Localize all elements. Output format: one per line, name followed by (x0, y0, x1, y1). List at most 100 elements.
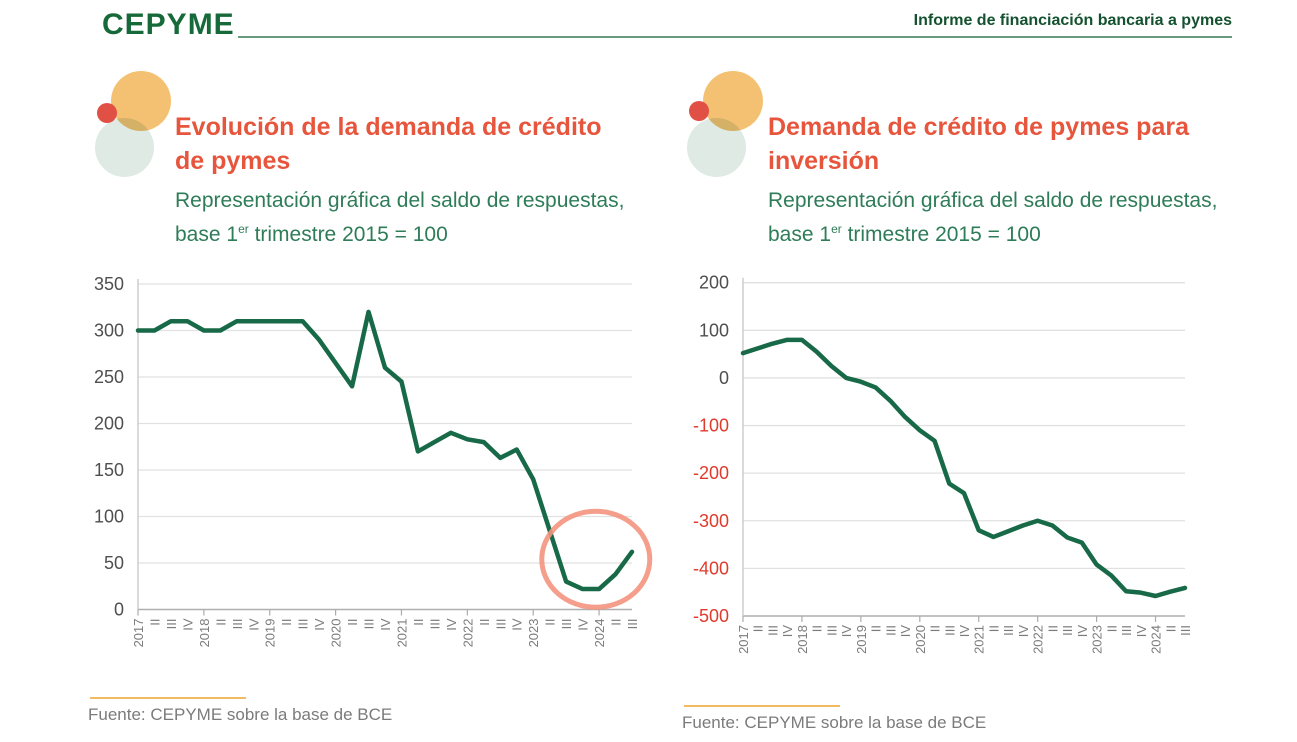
subtitle-superscript: er (238, 222, 249, 236)
svg-text:2018: 2018 (197, 619, 212, 648)
svg-text:150: 150 (94, 460, 124, 480)
svg-text:II: II (1163, 625, 1178, 632)
report-title: Informe de financiación bancaria a pymes (913, 12, 1232, 29)
amber-circle-decoration (111, 71, 171, 131)
svg-text:II: II (751, 625, 766, 632)
svg-text:-400: -400 (693, 558, 729, 578)
svg-text:-300: -300 (693, 511, 729, 531)
amber-circle-decoration (703, 71, 763, 131)
svg-text:II: II (1104, 625, 1119, 632)
red-circle-decoration (689, 101, 709, 121)
svg-text:2021: 2021 (394, 619, 409, 648)
svg-text:2024: 2024 (1149, 625, 1164, 654)
svg-text:2017: 2017 (736, 625, 751, 654)
red-circle-decoration (97, 103, 117, 123)
svg-text:-500: -500 (693, 606, 729, 626)
svg-text:III: III (362, 619, 377, 630)
svg-text:2023: 2023 (1090, 625, 1105, 654)
svg-text:200: 200 (699, 273, 729, 293)
svg-text:2022: 2022 (460, 619, 475, 648)
source-divider (90, 697, 246, 699)
svg-text:III: III (1001, 625, 1016, 636)
svg-text:IV: IV (1016, 625, 1031, 638)
source-divider (684, 705, 840, 707)
svg-text:III: III (296, 619, 311, 630)
svg-text:III: III (942, 625, 957, 636)
svg-text:IV: IV (378, 618, 393, 631)
svg-text:2021: 2021 (972, 625, 987, 654)
svg-text:II: II (986, 625, 1001, 632)
subtitle-superscript: er (831, 222, 842, 236)
svg-text:III: III (164, 619, 179, 630)
panel-subtitle: Representación gráfica del saldo de resp… (175, 187, 650, 249)
svg-text:300: 300 (94, 321, 124, 341)
svg-text:IV: IV (576, 618, 591, 631)
svg-text:II: II (279, 619, 294, 626)
subtitle-text: Representación gráfica del saldo de resp… (768, 189, 1218, 246)
cepyme-logo: CEPYME (102, 8, 235, 41)
svg-text:350: 350 (94, 274, 124, 294)
svg-text:IV: IV (510, 618, 525, 631)
svg-text:III: III (559, 619, 574, 630)
svg-text:II: II (810, 625, 825, 632)
svg-text:0: 0 (719, 368, 729, 388)
svg-text:200: 200 (94, 414, 124, 434)
svg-text:100: 100 (699, 320, 729, 340)
svg-text:II: II (147, 619, 162, 626)
panel-subtitle: Representación gráfica del saldo de resp… (768, 187, 1243, 249)
svg-text:IV: IV (839, 625, 854, 638)
source-text: Fuente: CEPYME sobre la base de BCE (682, 713, 987, 732)
svg-text:-100: -100 (693, 416, 729, 436)
svg-text:III: III (765, 625, 780, 636)
svg-text:2023: 2023 (526, 619, 541, 648)
svg-text:2020: 2020 (913, 625, 928, 654)
svg-text:III: III (230, 619, 245, 630)
svg-text:2024: 2024 (592, 619, 607, 648)
svg-text:II: II (345, 619, 360, 626)
subtitle-text-end: trimestre 2015 = 100 (248, 223, 448, 246)
svg-text:III: III (824, 625, 839, 636)
svg-text:IV: IV (246, 618, 261, 631)
svg-text:III: III (1060, 625, 1075, 636)
svg-text:III: III (883, 625, 898, 636)
svg-text:II: II (411, 619, 426, 626)
svg-text:III: III (1178, 625, 1193, 636)
subtitle-text-end: trimestre 2015 = 100 (841, 223, 1041, 246)
svg-text:IV: IV (1075, 625, 1090, 638)
svg-text:2019: 2019 (854, 625, 869, 654)
svg-text:IV: IV (180, 618, 195, 631)
svg-text:II: II (543, 619, 558, 626)
svg-text:0: 0 (114, 600, 124, 620)
svg-text:II: II (928, 625, 943, 632)
header-divider (238, 36, 1232, 38)
subtitle-text: Representación gráfica del saldo de resp… (175, 189, 625, 246)
svg-text:50: 50 (104, 553, 124, 573)
panel-title: Demanda de crédito de pymes para inversi… (768, 113, 1189, 175)
svg-text:III: III (493, 619, 508, 630)
svg-text:IV: IV (780, 625, 795, 638)
svg-text:II: II (869, 625, 884, 632)
panel-title: Evolución de la demanda de crédito de py… (175, 113, 602, 175)
svg-text:II: II (1045, 625, 1060, 632)
svg-text:100: 100 (94, 507, 124, 527)
svg-text:II: II (213, 619, 228, 626)
svg-text:2019: 2019 (263, 619, 278, 648)
svg-text:2018: 2018 (795, 625, 810, 654)
svg-text:2017: 2017 (131, 619, 146, 648)
source-text: Fuente: CEPYME sobre la base de BCE (88, 705, 393, 724)
svg-text:IV: IV (444, 618, 459, 631)
svg-text:250: 250 (94, 367, 124, 387)
svg-text:IV: IV (957, 625, 972, 638)
svg-text:II: II (477, 619, 492, 626)
svg-text:IV: IV (1134, 625, 1149, 638)
svg-text:IV: IV (898, 625, 913, 638)
svg-text:II: II (609, 619, 624, 626)
svg-text:-200: -200 (693, 463, 729, 483)
svg-text:2022: 2022 (1031, 625, 1046, 654)
svg-text:III: III (625, 619, 640, 630)
svg-text:2020: 2020 (329, 619, 344, 648)
svg-text:IV: IV (312, 618, 327, 631)
